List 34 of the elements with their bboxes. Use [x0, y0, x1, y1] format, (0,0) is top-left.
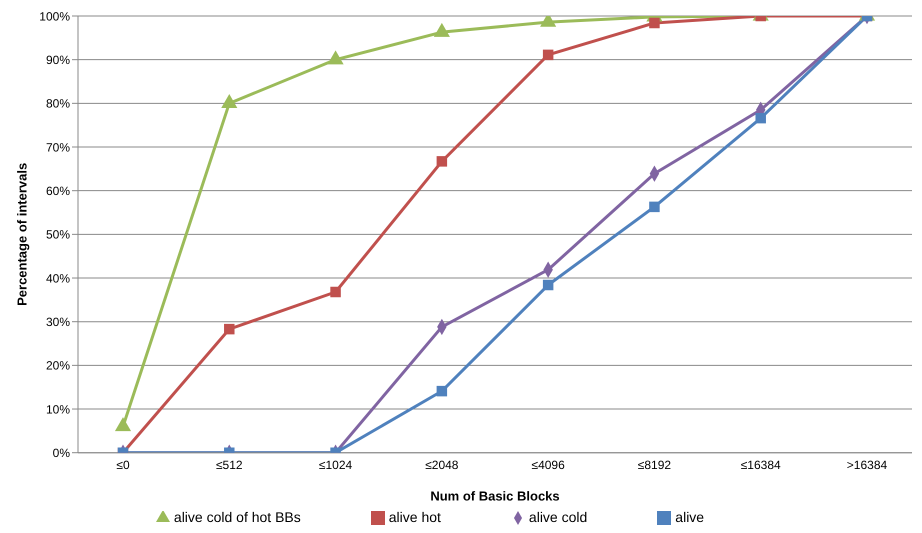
y-tick-label: 70%: [46, 140, 70, 154]
y-tick-label: 0%: [52, 446, 70, 460]
y-tick-label: 40%: [46, 271, 70, 286]
y-tick-label: 60%: [46, 184, 70, 198]
x-tick-label: >16384: [846, 458, 888, 472]
y-tick-label: 10%: [46, 402, 70, 416]
x-tick-label: ≤512: [216, 458, 243, 472]
x-tick-label: ≤4096: [532, 458, 566, 472]
legend-label: alive: [675, 508, 704, 525]
point: [436, 386, 448, 396]
y-tick-label: 30%: [46, 314, 70, 329]
point: [115, 418, 131, 432]
point: [436, 156, 448, 167]
x-tick-label: ≤1024: [318, 458, 353, 472]
point: [224, 324, 235, 334]
legend-label: alive cold of hot BBs: [174, 508, 301, 525]
x-tick-label: ≤0: [116, 458, 130, 472]
y-tick-label: 20%: [46, 358, 70, 373]
legend-label: alive hot: [388, 508, 441, 525]
y-axis-title: Percentage of intervals: [14, 162, 30, 306]
y-tick-label: 80%: [46, 96, 70, 111]
point: [542, 280, 554, 290]
point: [542, 50, 554, 60]
x-axis-title: Num of Basic Blocks: [430, 488, 560, 504]
y-tick-label: 90%: [46, 52, 70, 67]
x-tick-label: ≤2048: [425, 458, 459, 472]
point: [755, 112, 766, 124]
point: [649, 202, 660, 212]
y-tick-label: 50%: [46, 228, 70, 242]
x-tick-label: ≤8192: [638, 458, 672, 472]
point: [330, 286, 341, 298]
x-tick-label: ≤16384: [740, 458, 782, 472]
legend-label: alive cold: [528, 508, 588, 525]
y-tick-label: 100%: [39, 9, 70, 24]
